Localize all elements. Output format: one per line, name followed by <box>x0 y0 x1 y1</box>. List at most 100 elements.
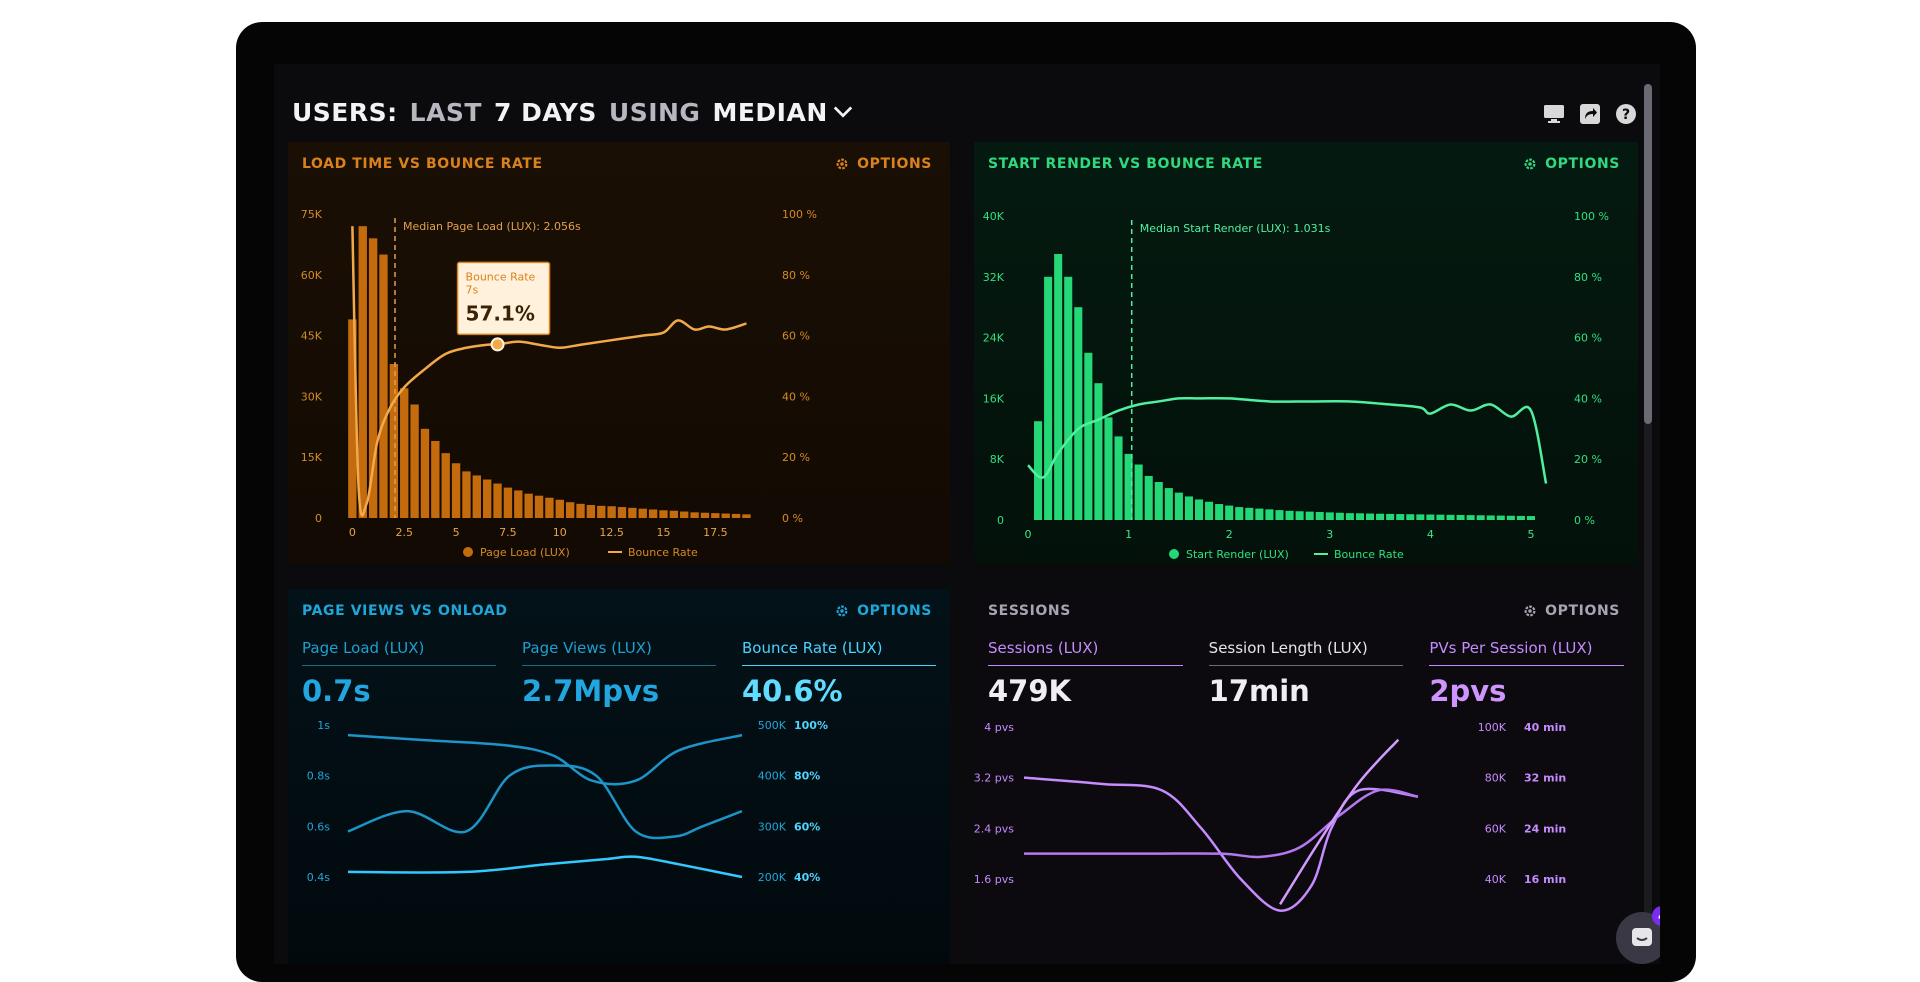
scrollbar-thumb[interactable] <box>1644 84 1652 424</box>
page-views-chart: 1s 0.8s 0.6s 0.4s 500K 400K 300K 200K 100% 80% 60%… <box>307 719 828 884</box>
bounce-rate-line <box>351 226 747 517</box>
y-right-tick-label: 300K <box>758 820 787 833</box>
monitor-frame: USERS: LAST 7 DAYS USING MEDIAN ? LOAD T… <box>236 22 1696 982</box>
y-left-tick-label: 1.6 pvs <box>974 873 1014 886</box>
bar <box>379 254 388 518</box>
share-icon[interactable] <box>1578 102 1602 126</box>
bar <box>1255 508 1264 520</box>
metric-label: Sessions (LUX) <box>988 639 1183 666</box>
panel-title: LOAD TIME VS BOUNCE RATE <box>302 156 543 172</box>
bar <box>1386 513 1395 520</box>
gear-icon <box>1524 158 1536 170</box>
panel-page-views: PAGE VIEWS VS ONLOAD OPTIONS Page Load (… <box>288 589 950 964</box>
panel-title: PAGE VIEWS VS ONLOAD <box>302 603 508 619</box>
y-right-tick-label: 80% <box>794 770 820 783</box>
y-left-tick-label: 1s <box>317 719 330 732</box>
monitor-icon[interactable] <box>1542 102 1566 126</box>
bar <box>638 508 647 518</box>
bar <box>441 453 450 518</box>
y-right-tick-label: 40 min <box>1524 721 1566 734</box>
bar <box>524 493 533 518</box>
tooltip-box <box>456 261 551 336</box>
options-label: OPTIONS <box>857 156 932 172</box>
bar <box>1225 505 1234 520</box>
series-line <box>1023 776 1419 912</box>
title-using-word: USING <box>608 97 701 127</box>
y-left-tick-label: 24K <box>983 332 1005 345</box>
metric-sessions[interactable]: Sessions (LUX) 479K <box>988 639 1183 708</box>
y-right-tick-label: 20 % <box>1574 453 1602 466</box>
metric-label: Page Load (LUX) <box>302 639 496 666</box>
bar <box>1215 504 1224 520</box>
bar <box>1054 254 1063 520</box>
scrollbar[interactable] <box>1644 84 1652 944</box>
x-tick-label: 1 <box>1125 528 1132 541</box>
bar <box>628 507 637 518</box>
metric-label: PVs Per Session (LUX) <box>1429 639 1625 666</box>
bar <box>493 483 502 518</box>
bar <box>1355 513 1364 520</box>
metric-page-views[interactable]: Page Views (LUX) 2.7Mpvs <box>522 639 716 708</box>
bar <box>1094 383 1103 520</box>
metric-page-load[interactable]: Page Load (LUX) 0.7s <box>302 639 496 708</box>
title-range-word: LAST <box>409 97 482 127</box>
start-render-chart: 40K 32K 24K 16K 8K 0 100 % 80 % 60 % 40 % 20 % 0 % 0… <box>983 210 1609 561</box>
x-tick-label: 7.5 <box>499 526 517 539</box>
x-tick-label: 4 <box>1427 528 1434 541</box>
options-button[interactable]: OPTIONS <box>1523 603 1620 619</box>
y-right-tick-label: 40 % <box>782 390 810 403</box>
y-left-tick-label: 0.6s <box>307 820 330 833</box>
legend-label: Start Render (LUX) <box>1186 548 1289 561</box>
metrics-row: Sessions (LUX) 479K Session Length (LUX)… <box>988 639 1625 708</box>
chat-icon <box>1632 928 1652 946</box>
series-line <box>347 733 743 786</box>
y-right-tick-label: 500K <box>758 719 787 732</box>
bar <box>1285 510 1294 520</box>
legend-label: Bounce Rate <box>1334 548 1404 561</box>
metric-session-length[interactable]: Session Length (LUX) 17min <box>1208 639 1404 708</box>
y-right-tick-label: 400K <box>758 770 787 783</box>
bar <box>1365 513 1375 520</box>
x-tick-label: 10 <box>553 526 567 539</box>
metric-bounce-rate[interactable]: Bounce Rate (LUX) 40.6% <box>742 639 936 708</box>
metric-value: 0.7s <box>302 674 371 708</box>
y-left-tick-label: 8K <box>990 453 1005 466</box>
bounce-rate-line <box>1027 396 1548 484</box>
metric-pvs-per-session[interactable]: PVs Per Session (LUX) 2pvs <box>1429 639 1625 708</box>
chat-button[interactable]: 4 <box>1616 906 1660 964</box>
median-annotation: Median Start Render (LUX): 1.031s <box>1140 222 1331 235</box>
y-right-tick-label: 80 % <box>782 269 810 282</box>
y-left-tick-label: 60K <box>301 269 323 282</box>
bar <box>1164 488 1173 520</box>
bar <box>1184 496 1193 520</box>
sessions-chart: 4 pvs 3.2 pvs 2.4 pvs 1.6 pvs 100K 80K 60K 40K 4… <box>974 721 1566 912</box>
y-right-tick-label: 60K <box>1485 822 1507 835</box>
help-icon[interactable]: ? <box>1614 102 1638 126</box>
y-right-tick-label: 0 % <box>1574 514 1595 527</box>
y-right-tick-label: 24 min <box>1524 822 1566 835</box>
options-button[interactable]: OPTIONS <box>835 603 932 619</box>
bar <box>1174 492 1183 520</box>
panel-sessions: SESSIONS OPTIONS Sessions (LUX) 479K Ses… <box>974 589 1638 964</box>
bar <box>503 487 513 518</box>
stat-dropdown[interactable]: MEDIAN <box>712 98 853 127</box>
bar <box>1205 501 1214 520</box>
metric-value: 479K <box>988 674 1072 708</box>
y-left-tick-label: 32K <box>983 271 1005 284</box>
metric-label: Page Views (LUX) <box>522 639 716 666</box>
bar <box>472 475 481 518</box>
bar <box>680 511 689 518</box>
bar <box>348 319 357 518</box>
x-tick-label: 5 <box>453 526 460 539</box>
bar <box>1476 515 1485 520</box>
bar <box>368 238 378 518</box>
bar <box>1456 514 1465 520</box>
options-button[interactable]: OPTIONS <box>1523 156 1620 172</box>
bar <box>597 505 606 518</box>
panel-start-render: START RENDER VS BOUNCE RATE OPTIONS 40K 3… <box>974 142 1638 564</box>
bar <box>1376 513 1385 520</box>
tooltip-sub: 7s <box>466 283 479 296</box>
y-right-tick-label: 100% <box>794 719 828 732</box>
options-button[interactable]: OPTIONS <box>835 156 932 172</box>
bar <box>721 513 730 518</box>
